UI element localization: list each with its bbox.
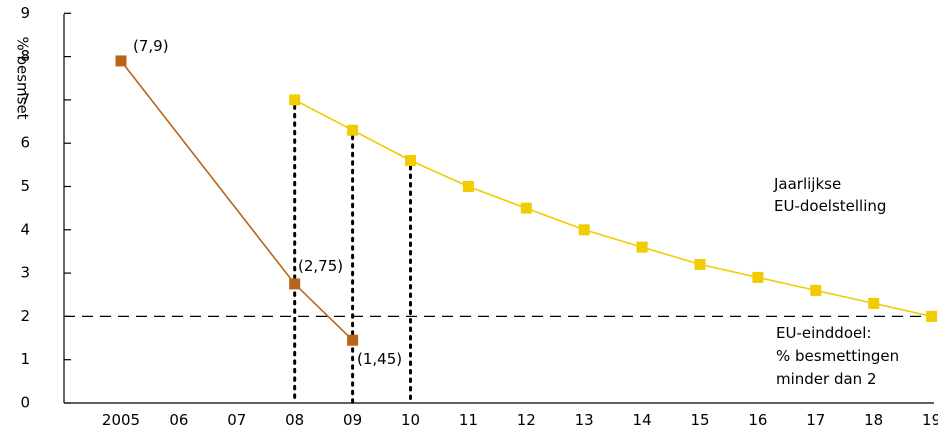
point-label-2005: (7,9) [133,37,169,55]
target-point-18 [868,297,880,309]
threshold-annotation-line-3: minder dan 2 [776,370,877,388]
axes [63,14,934,404]
x-tick-label: 11 [459,411,478,429]
y-axis-label: % besmset [14,36,32,119]
point-label-09: (1,45) [357,350,402,368]
actual-point-2005 [115,55,127,67]
y-tick-label: 2 [20,307,30,325]
x-tick-label: 09 [343,411,362,429]
x-tick-label: 13 [575,411,594,429]
target-point-16 [752,271,764,283]
x-tick-label: 07 [227,411,246,429]
target-point-09 [347,124,359,136]
y-ticks: 0 1 2 3 4 5 6 7 8 9 [20,4,71,412]
target-point-13 [578,224,590,236]
y-tick-label: 8 [20,47,30,65]
target-series-line [294,99,932,318]
x-ticks: 2005 06 07 08 09 10 11 12 13 14 15 16 17 18 19 [102,411,938,429]
target-point-10 [405,155,416,167]
y-tick-label: 5 [20,177,30,195]
actual-point-09 [347,334,359,346]
y-tick-label: 6 [20,134,30,152]
target-point-12 [520,202,532,214]
threshold-annotation-line-1: EU-einddoel: [776,324,871,342]
target-point-14 [636,241,648,253]
target-point-08 [289,94,301,106]
target-point-17 [810,284,822,296]
target-annotation-line-1: Jaarlijkse [773,175,841,193]
guide-lines [64,104,934,405]
y-tick-label: 7 [20,90,30,108]
threshold-annotation-line-2: % besmettingen [776,347,899,365]
point-label-08: (2,75) [298,257,343,275]
target-point-19 [926,310,938,322]
y-tick-label: 1 [20,350,30,368]
x-tick-label: 10 [401,411,420,429]
x-tick-label: 16 [748,411,767,429]
x-tick-label: 15 [690,411,709,429]
x-tick-label: 18 [864,411,883,429]
target-point-11 [462,181,474,192]
x-tick-label: 12 [517,411,536,429]
series [115,55,938,346]
target-point-15 [694,258,706,270]
y-tick-label: 3 [20,264,30,282]
x-tick-label: 06 [169,411,188,429]
x-tick-label: 2005 [102,411,140,429]
y-tick-label: 9 [20,4,30,22]
actual-point-08 [289,278,301,290]
actual-series-line [120,60,354,341]
target-annotation-line-2: EU-doelstelling [774,197,886,215]
x-tick-label: 17 [806,411,825,429]
x-tick-label: 08 [285,411,304,429]
x-tick-label: 19 [922,411,938,429]
y-tick-label: 4 [20,220,30,238]
x-tick-label: 14 [633,411,652,429]
y-tick-label: 0 [20,394,30,412]
